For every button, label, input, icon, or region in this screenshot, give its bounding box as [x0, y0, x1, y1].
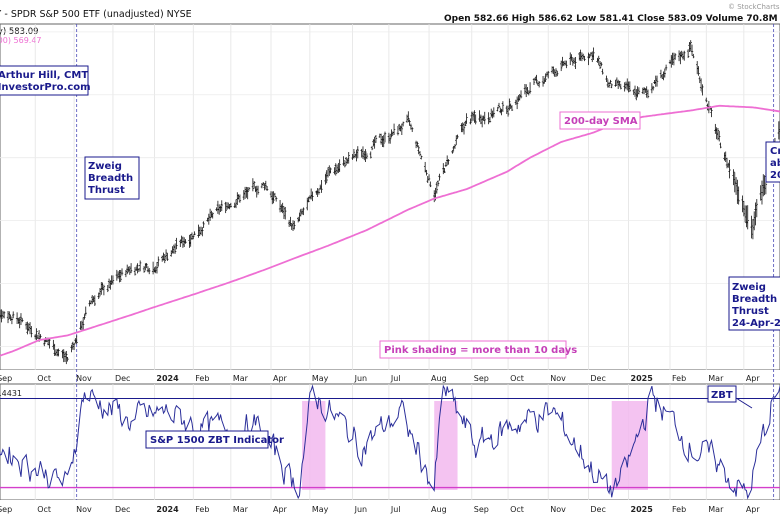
- indicator-value: 0.4431: [0, 389, 22, 398]
- zbt-tag: ZBT: [707, 385, 753, 409]
- x-tick-label-price: Mar: [708, 374, 724, 383]
- ohlc-stats: Open 582.66 High 586.62 Low 581.41 Close…: [444, 14, 780, 24]
- zbt-tag-pointer: [735, 397, 753, 409]
- zbt-callout-2-line3: Thrust: [732, 306, 769, 317]
- zbt-callout-1-border: [84, 156, 140, 200]
- x-tick-label-price: Apr: [273, 374, 288, 383]
- zbt-callout-2-line2: Breadth: [732, 294, 777, 305]
- x-tick-label-indicator: Jul: [390, 505, 401, 514]
- author-name: Arthur Hill, CMT: [0, 70, 88, 81]
- shading-period: [434, 401, 458, 490]
- x-tick-label-indicator: Aug: [431, 505, 447, 514]
- zbt-callout-1-line1: Zweig: [88, 161, 122, 172]
- x-tick-label-indicator: Apr: [273, 505, 288, 514]
- cross-callout-line2: ab: [770, 158, 780, 169]
- zbt-callout-1-line2: Breadth: [88, 173, 133, 184]
- x-tick-label-price: Nov: [76, 374, 92, 383]
- x-tick-label-indicator: Feb: [672, 505, 686, 514]
- x-tick-label-price: 2024: [156, 374, 179, 383]
- x-tick-label-price: Mar: [233, 374, 249, 383]
- x-tick-label-indicator: Mar: [708, 505, 724, 514]
- shading-period: [302, 401, 326, 490]
- author-site: TrendInvestorPro.com: [0, 82, 91, 93]
- indicator-label-box: S&P 1500 ZBT Indicator: [145, 430, 284, 449]
- zbt-callout-1: Zweig Breadth Thrust: [84, 156, 140, 200]
- zbt-tag-border: [707, 385, 737, 403]
- cross-callout-border: [765, 141, 780, 183]
- author-box: Arthur Hill, CMT TrendInvestorPro.com: [0, 65, 91, 96]
- x-tick-label-price: Nov: [550, 374, 566, 383]
- x-tick-label-indicator: Dec: [115, 505, 130, 514]
- x-tick-label-price: Dec: [590, 374, 605, 383]
- x-tick-label-price: Oct: [510, 374, 524, 383]
- chart-title: SPY - SPDR S&P 500 ETF (unadjusted) NYSE: [0, 9, 192, 20]
- x-tick-label-price: 2025: [631, 374, 654, 383]
- cross-callout-line1: Cr: [770, 146, 780, 157]
- sma-legend: SMA(200) 569.47: [0, 36, 42, 45]
- x-tick-label-indicator: May: [312, 505, 329, 514]
- x-tick-label-indicator: Oct: [510, 505, 524, 514]
- x-tick-label-indicator: Feb: [195, 505, 209, 514]
- x-tick-label-indicator: Mar: [233, 505, 249, 514]
- x-tick-label-indicator: Jun: [354, 505, 368, 514]
- x-tick-label-indicator: Nov: [76, 505, 92, 514]
- x-tick-label-price: Jun: [354, 374, 368, 383]
- cross-callout-line3: 20: [770, 170, 780, 181]
- x-tick-label-price: Aug: [431, 374, 447, 383]
- x-tick-label-indicator: Oct: [37, 505, 51, 514]
- zbt-callout-2-line1: Zweig: [732, 282, 766, 293]
- zbt-markers: [76, 24, 775, 500]
- x-tick-label-indicator: Apr: [746, 505, 761, 514]
- price-date-axis: [0, 370, 780, 384]
- indicator-date-axis: [0, 500, 780, 516]
- zbt-tag-label: ZBT: [711, 390, 733, 401]
- author-box-border: [0, 65, 89, 96]
- zbt-indicator-line: [0, 384, 780, 500]
- x-tick-label-price: May: [312, 374, 329, 383]
- shading-note-border: [379, 340, 567, 359]
- shading-period: [611, 401, 648, 490]
- sma-200-line: [0, 104, 780, 357]
- x-tick-label-price: Feb: [195, 374, 209, 383]
- indicator-label: S&P 1500 ZBT Indicator: [150, 435, 284, 446]
- x-tick-label-indicator: 2025: [631, 505, 654, 514]
- x-tick-label-price: Dec: [115, 374, 130, 383]
- indicator-label-border: [145, 430, 269, 449]
- x-tick-label-price: Jul: [390, 374, 401, 383]
- cross-callout: Cr ab 20: [765, 141, 780, 183]
- x-tick-label-price: Apr: [746, 374, 761, 383]
- zbt-callout-2: Zweig Breadth Thrust 24-Apr-25: [728, 276, 780, 331]
- zbt-callout-1-line3: Thrust: [88, 185, 125, 196]
- x-tick-label-indicator: 2024: [156, 505, 179, 514]
- indicator-panel: [0, 383, 780, 501]
- x-tick-label-indicator: Sep: [0, 505, 12, 514]
- x-axis-labels-indicator: Sep Oct Nov Dec 2024 Feb Mar Apr May Jun Jul Aug Sep…: [0, 505, 761, 514]
- x-tick-label-indicator: Nov: [550, 505, 566, 514]
- sma-callout: 200-day SMA: [559, 111, 641, 130]
- pink-shading-periods: [302, 401, 648, 490]
- watermark: © StockCharts.com: [728, 3, 780, 11]
- sma-callout-label: 200-day SMA: [564, 116, 638, 127]
- x-tick-label-price: Sep: [474, 374, 489, 383]
- header-bar: [0, 0, 780, 24]
- sma-callout-border: [559, 111, 641, 130]
- zbt-callout-2-border: [728, 276, 780, 331]
- shading-note-text: Pink shading = more than 10 days: [384, 345, 577, 356]
- x-tick-label-price: Oct: [37, 374, 51, 383]
- x-axis-labels-price: Sep Oct Nov Dec 2024 Feb Mar Apr May Jun Jul Aug Sep…: [0, 374, 761, 383]
- x-tick-label-indicator: Sep: [474, 505, 489, 514]
- shading-note: Pink shading = more than 10 days: [379, 340, 577, 359]
- zbt-callout-2-line4: 24-Apr-25: [732, 318, 780, 329]
- x-tick-label-price: Feb: [672, 374, 686, 383]
- x-tick-label-indicator: Dec: [590, 505, 605, 514]
- x-tick-label-price: Sep: [0, 374, 12, 383]
